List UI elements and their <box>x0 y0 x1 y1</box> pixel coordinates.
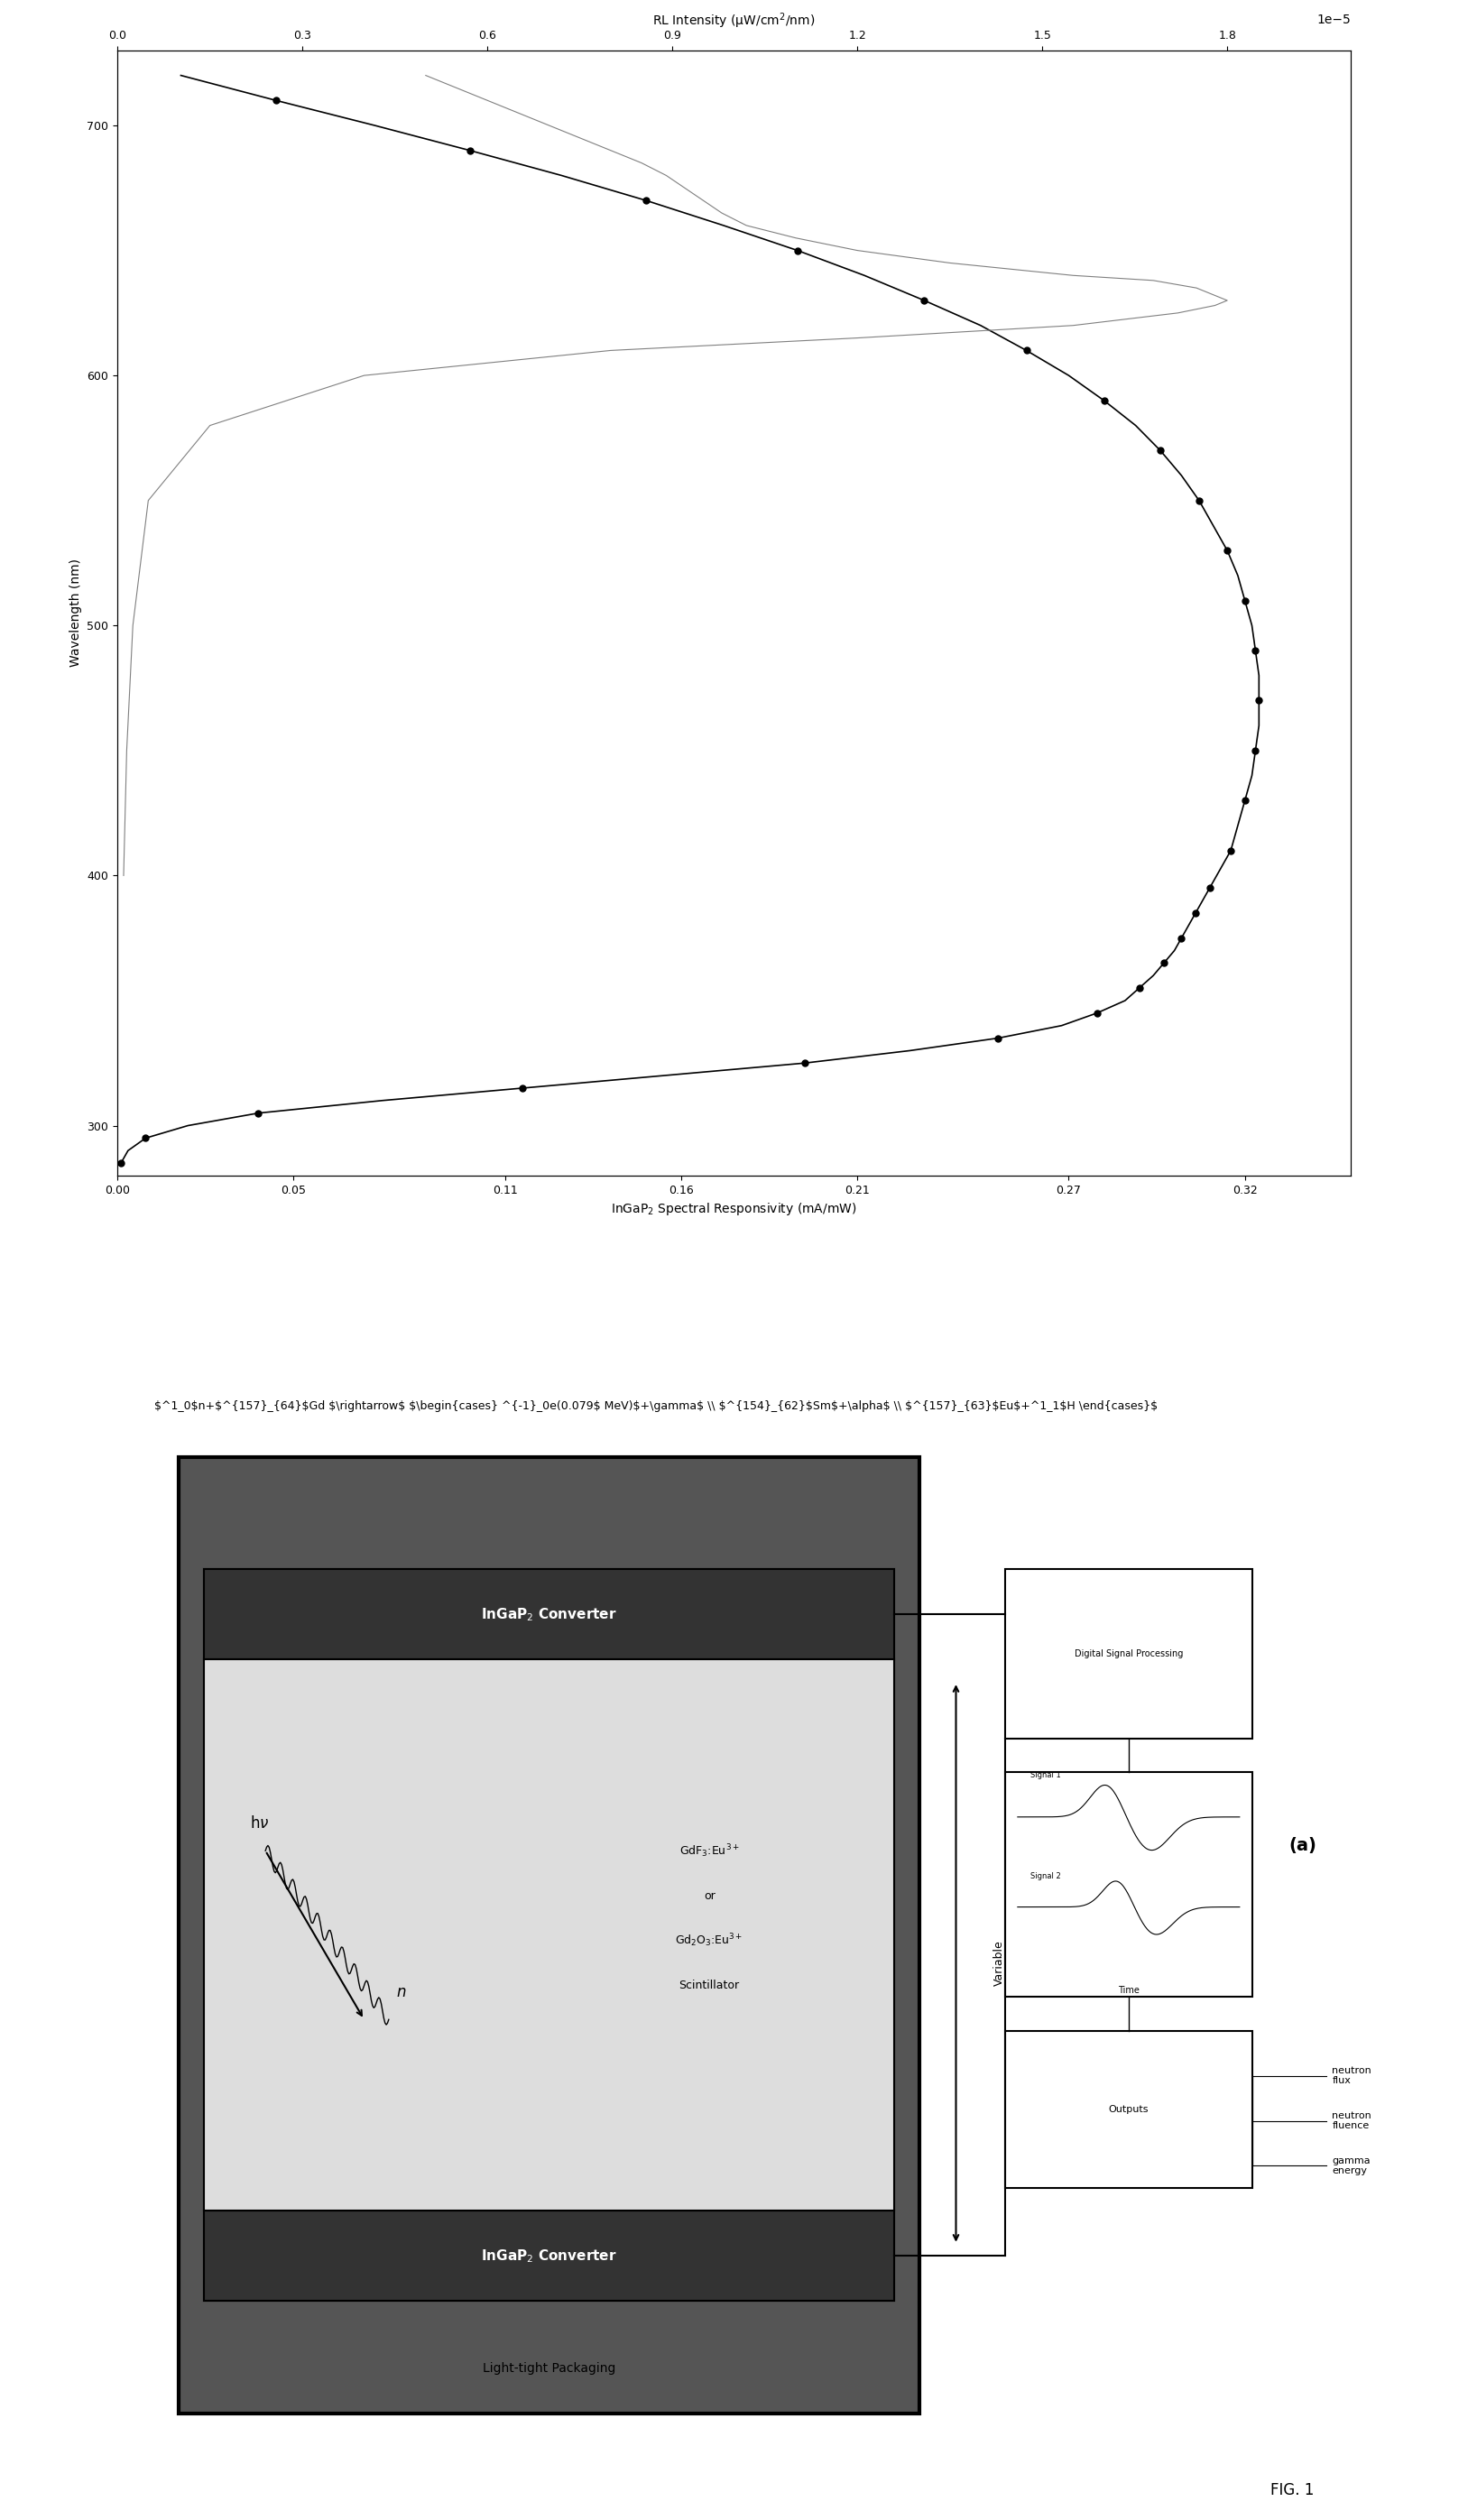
Text: Outputs: Outputs <box>1108 2104 1148 2114</box>
FancyBboxPatch shape <box>204 1661 894 2210</box>
FancyBboxPatch shape <box>179 1457 919 2414</box>
Text: n: n <box>396 1983 405 2001</box>
Text: InGaP$_2$ Converter: InGaP$_2$ Converter <box>482 1605 617 1623</box>
Text: FIG. 1: FIG. 1 <box>1270 2482 1314 2497</box>
Text: Scintillator: Scintillator <box>680 1981 740 1991</box>
Text: Digital Signal Processing: Digital Signal Processing <box>1075 1648 1183 1658</box>
Y-axis label: Wavelength (nm): Wavelength (nm) <box>69 559 82 668</box>
FancyBboxPatch shape <box>204 1570 894 1661</box>
Text: Variable: Variable <box>992 1940 1004 1986</box>
Text: Signal 1: Signal 1 <box>1031 1772 1060 1779</box>
Text: $^1_0$n+$^{157}_{64}$Gd $\rightarrow$ $\begin{cases} ^{-1}_0e(0.079$ MeV)$+\gamm: $^1_0$n+$^{157}_{64}$Gd $\rightarrow$ $\… <box>154 1401 1158 1411</box>
Text: neutron
flux: neutron flux <box>1331 2066 1371 2087</box>
FancyBboxPatch shape <box>1006 1772 1252 1996</box>
FancyBboxPatch shape <box>204 1570 894 2301</box>
Text: Signal 2: Signal 2 <box>1031 1872 1060 1880</box>
FancyBboxPatch shape <box>1006 2031 1252 2187</box>
X-axis label: RL Intensity (μW/cm$^2$/nm): RL Intensity (μW/cm$^2$/nm) <box>653 10 815 30</box>
FancyBboxPatch shape <box>204 2210 894 2301</box>
Text: (a): (a) <box>1289 1837 1317 1855</box>
Text: neutron
fluence: neutron fluence <box>1331 2112 1371 2129</box>
Text: h$\nu$: h$\nu$ <box>250 1814 269 1832</box>
Text: Time: Time <box>1117 1986 1139 1996</box>
X-axis label: InGaP$_2$ Spectral Responsivity (mA/mW): InGaP$_2$ Spectral Responsivity (mA/mW) <box>611 1202 857 1217</box>
FancyBboxPatch shape <box>1006 1570 1252 1739</box>
Text: gamma
energy: gamma energy <box>1331 2157 1371 2175</box>
Text: InGaP$_2$ Converter: InGaP$_2$ Converter <box>482 2248 617 2265</box>
Text: GdF$_3$:Eu$^{3+}$: GdF$_3$:Eu$^{3+}$ <box>680 1842 740 1860</box>
Text: Light-tight Packaging: Light-tight Packaging <box>483 2361 615 2374</box>
Text: Gd$_2$O$_3$:Eu$^{3+}$: Gd$_2$O$_3$:Eu$^{3+}$ <box>675 1933 743 1948</box>
Text: or: or <box>703 1890 715 1903</box>
